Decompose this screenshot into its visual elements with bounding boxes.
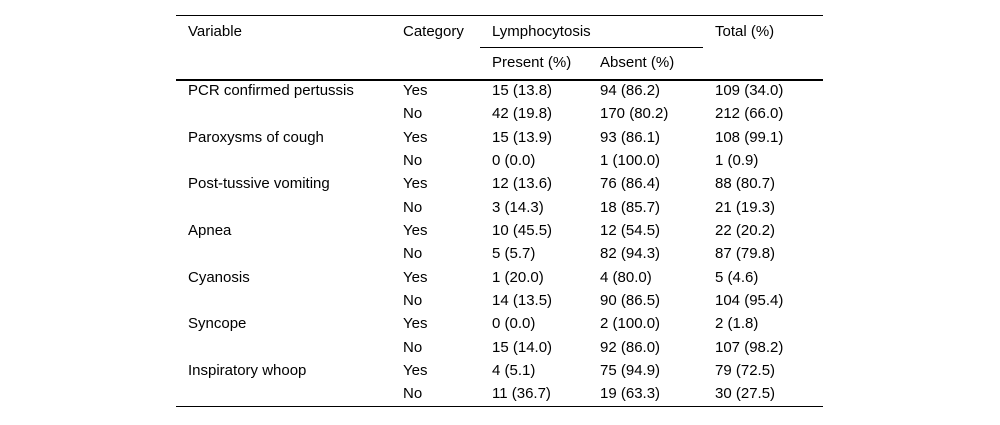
- absent-cell: 170 (80.2): [600, 105, 669, 123]
- variable-cell: Paroxysms of cough: [188, 128, 324, 146]
- table-row: No 42 (19.8) 170 (80.2) 212 (66.0): [176, 103, 823, 126]
- col-header-lymphocytosis: Lymphocytosis: [480, 15, 703, 48]
- category-cell: Yes: [403, 175, 428, 193]
- absent-cell: 4 (80.0): [600, 268, 652, 286]
- total-cell: 212 (66.0): [715, 105, 784, 123]
- table-row: No 0 (0.0) 1 (100.0) 1 (0.9): [176, 150, 823, 173]
- total-cell: 21 (19.3): [715, 198, 776, 216]
- variable-cell: PCR confirmed pertussis: [188, 82, 354, 100]
- absent-cell: 75 (94.9): [600, 362, 661, 380]
- total-cell: 2 (1.8): [715, 315, 759, 333]
- variable-cell: Cyanosis: [188, 268, 250, 286]
- table-header: Variable Category Lymphocytosis Total (%…: [176, 15, 823, 81]
- table-row: Syncope Yes 0 (0.0) 2 (100.0) 2 (1.8): [176, 313, 823, 336]
- total-cell: 88 (80.7): [715, 175, 776, 193]
- absent-cell: 82 (94.3): [600, 245, 661, 263]
- present-cell: 3 (14.3): [492, 198, 544, 216]
- present-cell: 15 (14.0): [492, 338, 553, 356]
- category-cell: No: [403, 198, 423, 216]
- absent-cell: 12 (54.5): [600, 221, 661, 239]
- present-cell: 11 (36.7): [492, 385, 551, 403]
- category-cell: Yes: [403, 315, 428, 333]
- absent-cell: 93 (86.1): [600, 128, 661, 146]
- present-cell: 0 (0.0): [492, 315, 536, 333]
- present-cell: 14 (13.5): [492, 292, 553, 310]
- absent-cell: 19 (63.3): [600, 385, 661, 403]
- variable-cell: [176, 290, 391, 313]
- total-cell: 22 (20.2): [715, 221, 776, 239]
- variable-cell: Inspiratory whoop: [188, 362, 307, 380]
- total-cell: 87 (79.8): [715, 245, 776, 263]
- category-cell: Yes: [403, 128, 428, 146]
- variable-cell: Apnea: [188, 221, 232, 239]
- absent-cell: 18 (85.7): [600, 198, 661, 216]
- category-cell: No: [403, 245, 423, 263]
- category-cell: Yes: [403, 82, 428, 100]
- absent-cell: 1 (100.0): [600, 151, 661, 169]
- present-cell: 15 (13.8): [492, 82, 553, 100]
- present-cell: 10 (45.5): [492, 221, 553, 239]
- table-body: PCR confirmed pertussis Yes 15 (13.8) 94 (8…: [176, 80, 823, 407]
- variable-cell: [176, 243, 391, 266]
- table-row: Apnea Yes 10 (45.5) 12 (54.5) 22 (20.2): [176, 220, 823, 243]
- table-row: No 5 (5.7) 82 (94.3) 87 (79.8): [176, 243, 823, 266]
- total-cell: 30 (27.5): [715, 385, 776, 403]
- present-cell: 12 (13.6): [492, 175, 553, 193]
- col-header-category: Category: [391, 15, 480, 81]
- category-cell: No: [403, 292, 423, 310]
- header-row-main: Variable Category Lymphocytosis Total (%…: [176, 15, 823, 81]
- present-cell: 42 (19.8): [492, 105, 553, 123]
- total-cell: 109 (34.0): [715, 82, 784, 100]
- category-cell: Yes: [403, 362, 428, 380]
- table-row: Post-tussive vomiting Yes 12 (13.6) 76 (86.…: [176, 173, 823, 196]
- total-cell: 104 (95.4): [715, 292, 784, 310]
- table-row: No 14 (13.5) 90 (86.5) 104 (95.4): [176, 290, 823, 313]
- variable-cell: [176, 196, 391, 219]
- table-row: Cyanosis Yes 1 (20.0) 4 (80.0) 5 (4.6): [176, 266, 823, 289]
- total-cell: 108 (99.1): [715, 128, 784, 146]
- category-cell: No: [403, 151, 423, 169]
- total-cell: 107 (98.2): [715, 338, 784, 356]
- absent-cell: 2 (100.0): [600, 315, 661, 333]
- variable-cell: Post-tussive vomiting: [188, 175, 330, 193]
- col-header-absent: Absent (%): [588, 47, 703, 81]
- variable-cell: [176, 150, 391, 173]
- lymphocytosis-table: Variable Category Lymphocytosis Total (%…: [176, 15, 823, 407]
- variable-cell: [176, 336, 391, 359]
- present-cell: 5 (5.7): [492, 245, 536, 263]
- category-cell: No: [403, 105, 423, 123]
- present-cell: 0 (0.0): [492, 151, 536, 169]
- table-row: Paroxysms of cough Yes 15 (13.9) 93 (86.1) 1…: [176, 126, 823, 149]
- category-cell: No: [403, 338, 423, 356]
- col-header-total: Total (%): [703, 15, 823, 81]
- table-row: No 15 (14.0) 92 (86.0) 107 (98.2): [176, 336, 823, 359]
- total-cell: 79 (72.5): [715, 362, 776, 380]
- header-row-sub: Present (%) Absent (%): [176, 47, 823, 81]
- col-header-present: Present (%): [480, 47, 588, 81]
- category-cell: Yes: [403, 268, 428, 286]
- table-row: No 11 (36.7) 19 (63.3) 30 (27.5): [176, 383, 823, 406]
- absent-cell: 76 (86.4): [600, 175, 661, 193]
- present-cell: 1 (20.0): [492, 268, 544, 286]
- total-cell: 5 (4.6): [715, 268, 759, 286]
- present-cell: 4 (5.1): [492, 362, 536, 380]
- variable-cell: [176, 383, 391, 406]
- table-row: Inspiratory whoop Yes 4 (5.1) 75 (94.9) 79 (…: [176, 360, 823, 383]
- category-cell: Yes: [403, 221, 428, 239]
- absent-cell: 90 (86.5): [600, 292, 661, 310]
- total-cell: 1 (0.9): [715, 151, 759, 169]
- variable-cell: Syncope: [188, 315, 247, 333]
- absent-cell: 94 (86.2): [600, 82, 661, 100]
- col-header-variable: Variable: [176, 15, 391, 81]
- table-row: PCR confirmed pertussis Yes 15 (13.8) 94 (8…: [176, 80, 823, 103]
- table-row: No 3 (14.3) 18 (85.7) 21 (19.3): [176, 196, 823, 219]
- present-cell: 15 (13.9): [492, 128, 553, 146]
- absent-cell: 92 (86.0): [600, 338, 661, 356]
- variable-cell: [176, 103, 391, 126]
- category-cell: No: [403, 385, 423, 403]
